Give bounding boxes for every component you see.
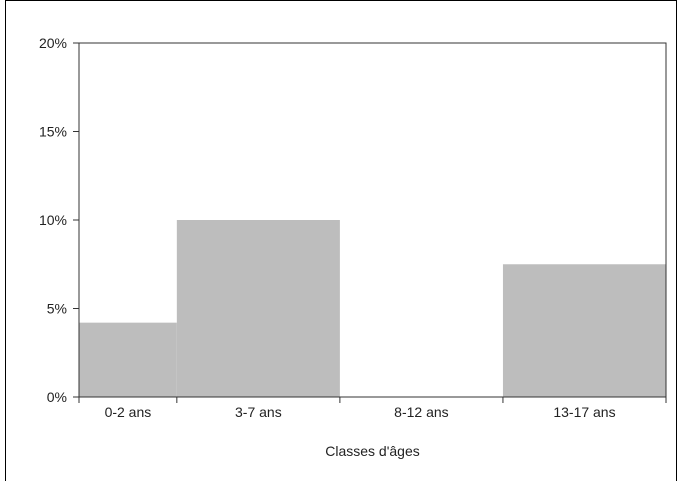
y-tick-label: 15% (39, 124, 67, 140)
y-tick-label: 20% (39, 35, 67, 51)
y-tick-label: 0% (47, 389, 67, 405)
y-tick-label: 5% (47, 301, 67, 317)
y-axis: 0% 5% 10% 15% 20% (39, 35, 79, 405)
x-tick-label: 13-17 ans (553, 404, 615, 420)
bar-3-7-ans (176, 220, 340, 397)
x-axis: 0-2 ans 3-7 ans 8-12 ans 13-17 ans (78, 397, 667, 420)
bars-group (79, 220, 666, 397)
x-tick-label: 3-7 ans (235, 404, 282, 420)
x-axis-title: Classes d'âges (325, 443, 420, 459)
bar-13-17-ans (502, 264, 666, 397)
bar-0-2-ans (79, 322, 177, 397)
x-tick-label: 0-2 ans (105, 404, 152, 420)
x-tick-label: 8-12 ans (394, 404, 448, 420)
chart-frame (5, 0, 677, 481)
y-tick-label: 10% (39, 212, 67, 228)
